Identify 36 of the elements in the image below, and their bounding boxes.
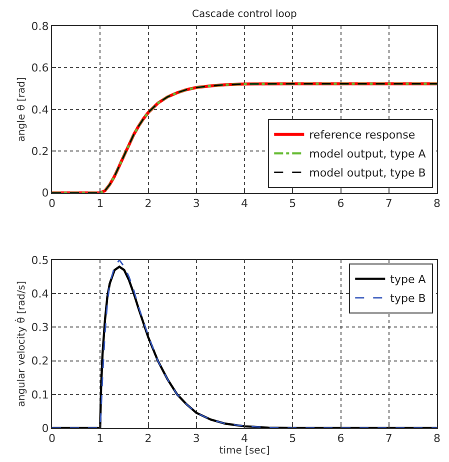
chart-title: Cascade control loop bbox=[192, 9, 297, 20]
y-tick-label: 0 bbox=[42, 422, 49, 435]
y-tick-label: 0.4 bbox=[31, 287, 49, 300]
x-tick-label: 7 bbox=[385, 197, 392, 210]
y-tick-label: 0.4 bbox=[31, 103, 49, 116]
legend-label: type A bbox=[390, 273, 426, 286]
legend-label: type B bbox=[390, 292, 426, 306]
y-tick-label: 0.1 bbox=[31, 388, 49, 402]
x-tick-label: 6 bbox=[337, 432, 344, 446]
y-tick-label: 0.2 bbox=[31, 144, 49, 158]
x-tick-label: 7 bbox=[385, 432, 392, 446]
y-tick-label: 0 bbox=[42, 186, 49, 200]
x-tick-label: 2 bbox=[144, 197, 152, 210]
y-tick-label: 0.5 bbox=[31, 254, 49, 267]
x-tick-label: 2 bbox=[144, 432, 152, 446]
x-tick-label: 5 bbox=[289, 432, 296, 446]
x-tick-label: 1 bbox=[96, 432, 104, 446]
x-tick-label: 3 bbox=[192, 432, 200, 446]
x-tick-label: 3 bbox=[192, 197, 200, 210]
y-tick-label: 0.2 bbox=[31, 354, 49, 368]
y-axis-title: angular velocity θ̇ [rad/s] bbox=[14, 280, 28, 407]
legend-label: model output, type B bbox=[309, 166, 426, 180]
x-tick-label: 4 bbox=[241, 197, 248, 210]
y-tick-label: 0.3 bbox=[31, 321, 49, 334]
x-tick-label: 8 bbox=[434, 432, 440, 446]
x-tick-label: 4 bbox=[241, 432, 248, 446]
x-axis-title: time [sec] bbox=[219, 446, 270, 457]
x-tick-label: 8 bbox=[434, 197, 440, 210]
x-tick-label: 6 bbox=[337, 197, 344, 210]
y-tick-label: 0.8 bbox=[31, 20, 49, 33]
legend-label: reference response bbox=[309, 128, 416, 142]
x-tick-label: 1 bbox=[96, 197, 104, 210]
x-tick-label: 5 bbox=[289, 197, 296, 210]
y-axis-title: angle θ [rad] bbox=[16, 77, 28, 142]
y-tick-label: 0.6 bbox=[31, 62, 49, 75]
legend-label: model output, type A bbox=[309, 148, 426, 161]
